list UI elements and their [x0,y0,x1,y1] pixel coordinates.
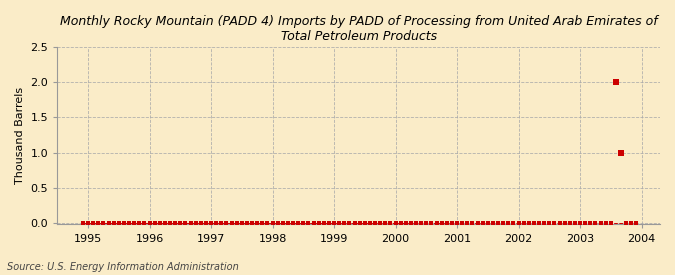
Title: Monthly Rocky Mountain (PADD 4) Imports by PADD of Processing from United Arab E: Monthly Rocky Mountain (PADD 4) Imports … [60,15,657,43]
Text: Source: U.S. Energy Information Administration: Source: U.S. Energy Information Administ… [7,262,238,272]
Y-axis label: Thousand Barrels: Thousand Barrels [15,87,25,184]
